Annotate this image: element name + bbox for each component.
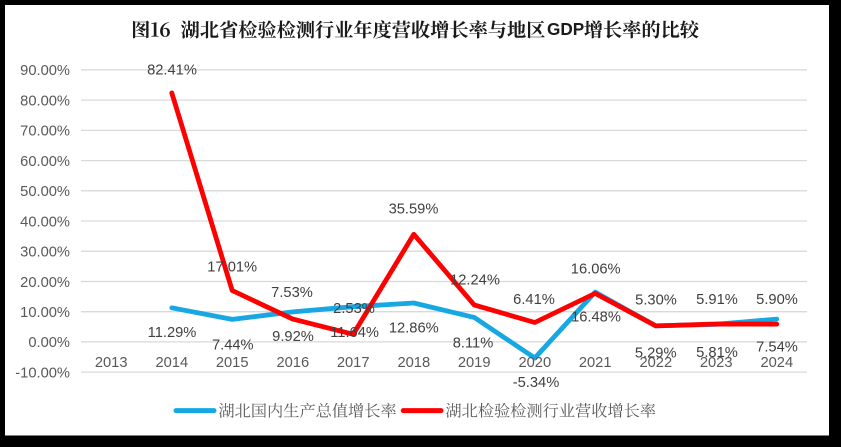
svg-text:0.00%: 0.00% [28,335,70,351]
svg-text:30.00%: 30.00% [20,245,70,261]
svg-text:2016: 2016 [276,355,309,371]
svg-text:8.11%: 8.11% [453,335,494,351]
svg-text:-5.34%: -5.34% [513,375,560,391]
svg-text:10.00%: 10.00% [20,305,70,321]
svg-text:2018: 2018 [397,355,430,371]
svg-text:5.81%: 5.81% [696,345,738,361]
svg-text:80.00%: 80.00% [20,93,70,109]
svg-text:70.00%: 70.00% [20,124,70,140]
svg-text:9.92%: 9.92% [272,329,314,345]
svg-text:5.30%: 5.30% [635,293,677,309]
svg-text:50.00%: 50.00% [20,184,70,200]
svg-text:12.24%: 12.24% [450,272,500,288]
svg-text:GDP: GDP [547,19,584,39]
svg-text:2021: 2021 [579,355,612,371]
svg-text:60.00%: 60.00% [20,154,70,170]
svg-text:35.59%: 35.59% [389,201,439,217]
svg-text:-10.00%: -10.00% [15,365,70,381]
svg-text:7.54%: 7.54% [756,339,798,355]
svg-text:82.41%: 82.41% [147,62,197,78]
svg-text:2.53%: 2.53% [333,301,375,317]
svg-text:90.00%: 90.00% [20,63,70,79]
svg-text:11.29%: 11.29% [148,325,197,341]
svg-text:40.00%: 40.00% [20,214,70,230]
svg-text:2019: 2019 [458,355,491,371]
svg-text:12.86%: 12.86% [389,321,439,337]
svg-text:2017: 2017 [337,355,370,371]
svg-text:2023: 2023 [700,355,733,371]
svg-text:11.64%: 11.64% [330,325,379,341]
svg-text:7.53%: 7.53% [271,285,313,301]
svg-text:16.06%: 16.06% [571,261,621,277]
svg-text:2013: 2013 [95,355,128,371]
svg-text:2022: 2022 [639,355,672,371]
svg-text:2015: 2015 [216,355,249,371]
svg-text:20.00%: 20.00% [20,275,70,291]
svg-text:5.91%: 5.91% [696,292,738,308]
svg-text:2024: 2024 [760,355,793,371]
svg-text:17.01%: 17.01% [207,260,257,276]
svg-text:2020: 2020 [518,355,551,371]
svg-text:5.29%: 5.29% [635,345,677,361]
svg-text:7.44%: 7.44% [212,337,254,353]
svg-text:2014: 2014 [155,355,188,371]
svg-text:6.41%: 6.41% [513,292,555,308]
svg-text:5.90%: 5.90% [756,292,798,308]
svg-text:16.48%: 16.48% [571,309,621,325]
